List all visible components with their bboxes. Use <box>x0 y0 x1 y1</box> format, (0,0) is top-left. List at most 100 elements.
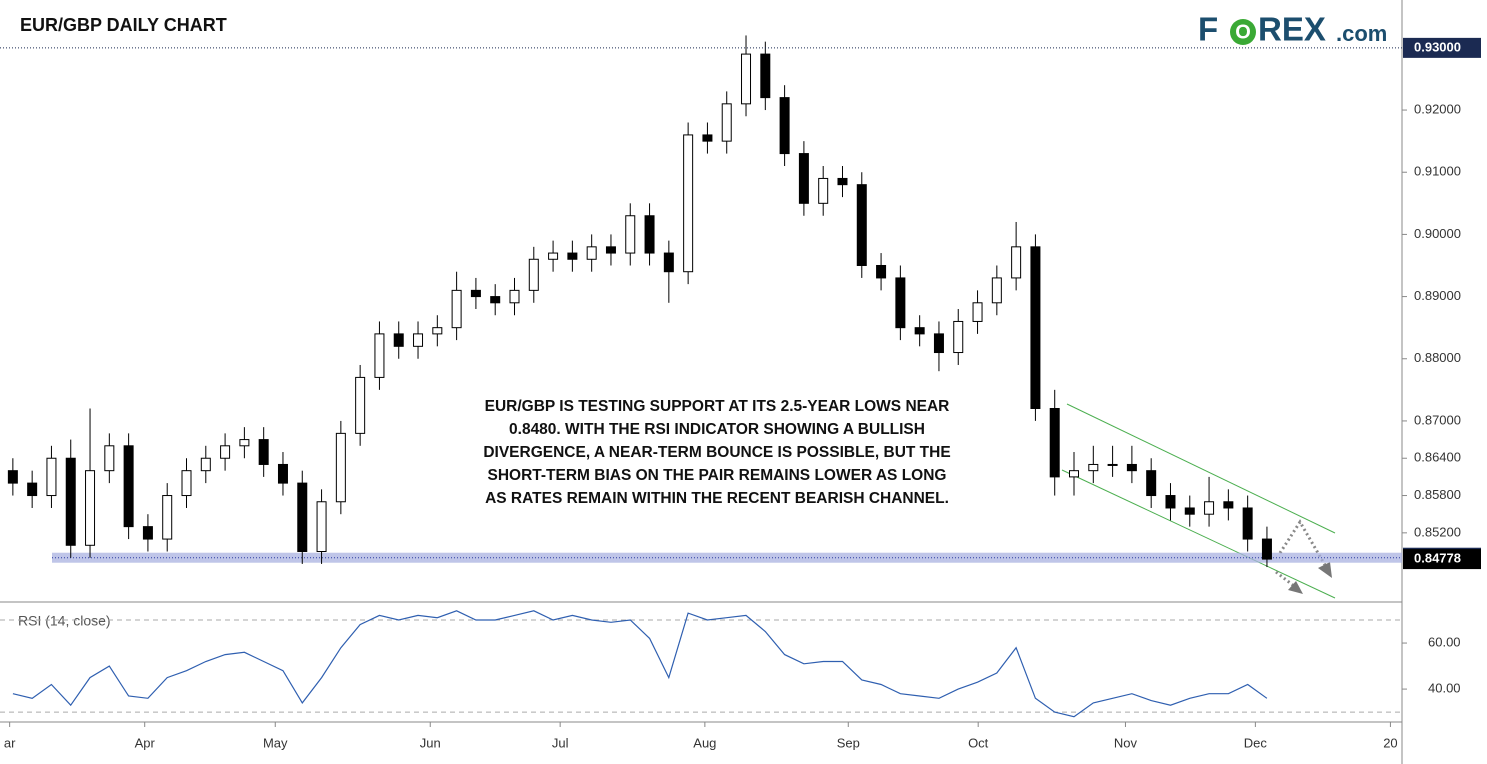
candle-body <box>1030 246 1041 409</box>
y-tick-label: 0.91000 <box>1414 164 1461 179</box>
candle-body <box>1204 501 1215 515</box>
candle-body <box>933 333 944 354</box>
x-tick-label: Dec <box>1244 735 1268 750</box>
candle-body <box>702 134 713 142</box>
candle-body <box>65 457 76 546</box>
candle-body <box>1261 538 1272 560</box>
x-tick-label: 20 <box>1383 735 1397 750</box>
candle-body <box>316 501 327 553</box>
candle-body <box>779 97 790 155</box>
projection-arrows <box>1275 519 1332 594</box>
y-tick-label: 60.00 <box>1428 634 1461 649</box>
candle-body <box>1165 495 1176 509</box>
price-label: 0.93000 <box>1414 39 1461 54</box>
candle-body <box>297 482 308 553</box>
chart-title: EUR/GBP DAILY CHART <box>20 15 227 35</box>
candle-body <box>741 53 752 105</box>
x-tick-label: Oct <box>968 735 989 750</box>
candle-body <box>876 264 887 279</box>
y-tick-label: 0.88000 <box>1414 350 1461 365</box>
candle-body <box>991 277 1002 304</box>
logo: F O REX .com <box>1198 11 1387 48</box>
candle-body <box>528 258 539 291</box>
candle-body <box>586 246 597 260</box>
candle-body <box>625 215 636 254</box>
candle-body <box>470 289 481 298</box>
candle-body <box>7 470 18 484</box>
candle-body <box>258 439 269 465</box>
rsi-line <box>12 610 1268 718</box>
x-tick-label: Jul <box>552 735 569 750</box>
candle-body <box>509 289 520 304</box>
x-tick-label: Nov <box>1114 735 1138 750</box>
y-tick-label: 0.85200 <box>1414 524 1461 539</box>
candle-body <box>721 103 732 142</box>
candle-body <box>1184 507 1195 515</box>
channel-line <box>1061 469 1336 599</box>
candle-body <box>277 463 288 484</box>
candle-body <box>548 252 559 260</box>
arrow-head <box>1318 562 1332 578</box>
logo-circle <box>1230 19 1256 45</box>
y-tick-label: 0.87000 <box>1414 412 1461 427</box>
annotation: DIVERGENCE, A NEAR-TERM BOUNCE IS POSSIB… <box>483 444 950 461</box>
candle-body <box>567 252 578 260</box>
candle-body <box>393 333 404 347</box>
candle-body <box>413 333 424 347</box>
x-tick-label: ar <box>4 735 16 750</box>
candle-body <box>123 445 134 528</box>
candle-body <box>162 495 173 540</box>
x-tick-label: Jun <box>420 735 441 750</box>
rsi-title: RSI (14, close) <box>18 613 111 629</box>
y-tick-label: 0.86400 <box>1414 450 1461 465</box>
price-label-box <box>1403 549 1481 570</box>
candle-body <box>663 252 674 273</box>
logo-text: REX <box>1258 11 1326 48</box>
candle-body <box>856 184 867 266</box>
candle-body <box>181 470 192 497</box>
candle-body <box>200 457 211 472</box>
candle-body <box>1088 463 1099 472</box>
channel <box>1061 403 1336 599</box>
candle-body <box>953 320 964 354</box>
annotation: EUR/GBP IS TESTING SUPPORT AT ITS 2.5-YE… <box>485 398 950 415</box>
price-label: 0.84778 <box>1414 551 1461 566</box>
channel-line <box>1066 403 1336 534</box>
annotation: AS RATES REMAIN WITHIN THE RECENT BEARIS… <box>485 490 949 507</box>
x-tick-label: Aug <box>693 735 716 750</box>
candle-body <box>1223 501 1234 509</box>
candle-body <box>27 482 38 497</box>
x-tick-label: May <box>263 735 288 750</box>
y-tick-label: 40.00 <box>1428 681 1461 696</box>
candle-body <box>1242 507 1253 540</box>
candle-body <box>220 445 231 459</box>
logo-text: F <box>1198 11 1218 48</box>
candle-body <box>683 134 694 273</box>
candle-body <box>818 177 829 204</box>
candle-body <box>914 327 925 335</box>
annotation: SHORT-TERM BIAS ON THE PAIR REMAINS LOWE… <box>488 467 947 484</box>
arrow-line <box>1275 570 1295 588</box>
candle-body <box>837 177 848 186</box>
candle-body <box>239 439 250 447</box>
y-tick-label: 0.89000 <box>1414 288 1461 303</box>
candle-body <box>490 296 501 304</box>
candle-body <box>451 289 462 329</box>
candle-body <box>644 215 655 254</box>
logo-text: .com <box>1336 21 1387 46</box>
candle-body <box>760 53 771 99</box>
candle-body <box>1107 463 1118 466</box>
candle-body <box>85 470 96 546</box>
y-tick-label: 0.90000 <box>1414 226 1461 241</box>
candle-body <box>374 333 385 378</box>
arrow-line <box>1278 519 1327 566</box>
candle-body <box>1126 463 1137 472</box>
candle-body <box>605 246 616 254</box>
price-label-box <box>1403 37 1481 58</box>
candle-body <box>1011 246 1022 279</box>
candle-body <box>1049 407 1060 478</box>
candles <box>7 35 1272 568</box>
logo-text: O <box>1235 21 1251 43</box>
